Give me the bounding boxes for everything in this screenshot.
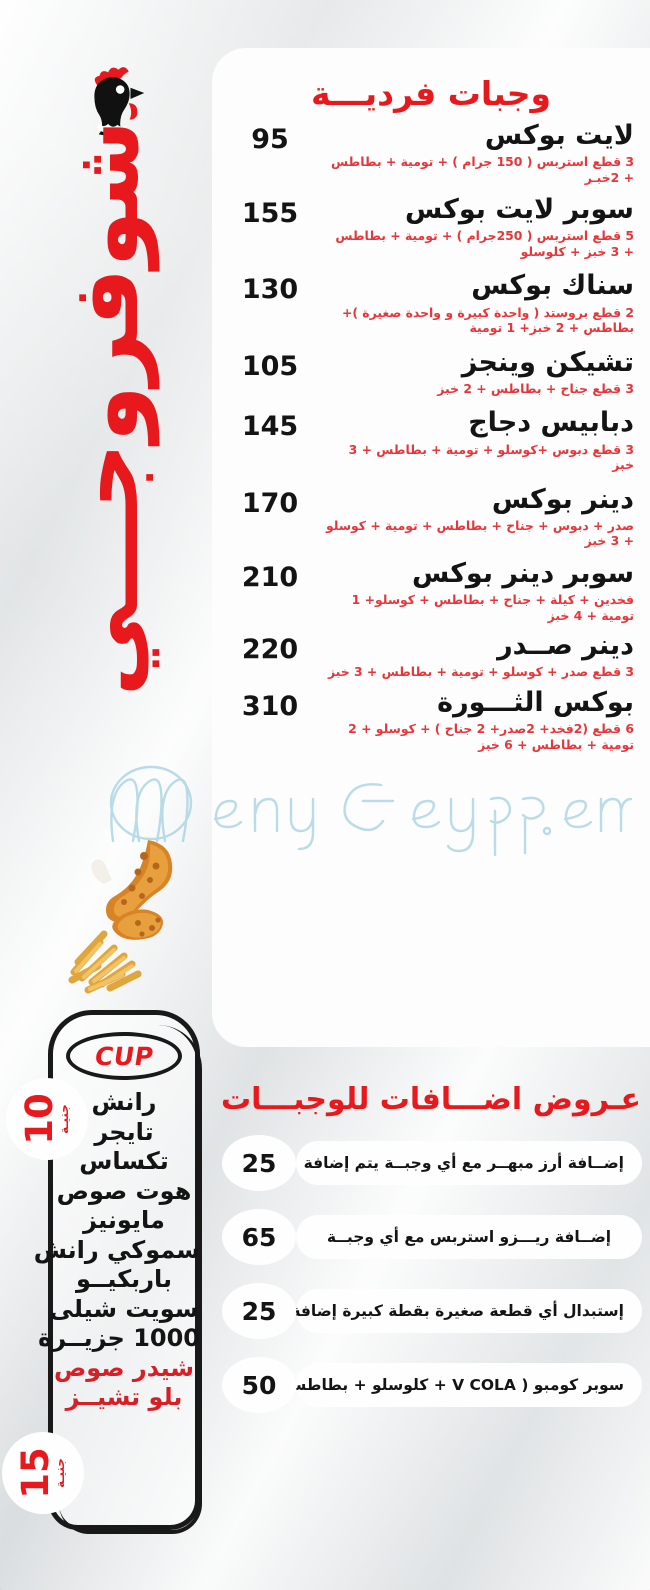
- cup-label-badge: CUP: [66, 1032, 182, 1080]
- meal-name: لايت بوكس: [484, 120, 634, 151]
- sauce-item: مايونيز: [83, 1206, 165, 1235]
- meal-description: 3 قطع استربس ( 150 جرام ) + تومية + بطاط…: [331, 154, 634, 185]
- offer-price: 25: [222, 1135, 296, 1191]
- meal-price: 310: [241, 690, 299, 722]
- sauce-item: سويت شيلى: [49, 1294, 199, 1323]
- meal-texts: لايت بوكس 3 قطع استربس ( 150 جرام ) + توم…: [318, 120, 634, 185]
- price-badge-premium-currency: جنيـة: [53, 1458, 68, 1488]
- meal-description: 3 قطع دبوس +كوسلو + تومية + بطاطس + 3 خب…: [348, 441, 634, 473]
- sauce-item-premium: بلو تشيــز: [65, 1383, 183, 1412]
- meal-price: 170: [241, 487, 299, 519]
- meal-name: سناك بوكس: [471, 270, 634, 302]
- meal-row[interactable]: بوكس الثـــورة 6 قطع (2فخد+ 2صدر+ 2 جناح …: [212, 686, 650, 752]
- meal-row[interactable]: دينر بوكس صدر + دبوس + جناح + بطاطس + توم…: [212, 483, 650, 549]
- meal-row[interactable]: دينر صــدر 3 قطع صدر + كوسلو + تومية + بط…: [212, 630, 650, 680]
- offer-price: 65: [222, 1209, 296, 1265]
- price-badge-premium-amount: 15: [13, 1447, 57, 1499]
- sauce-item: رانش: [91, 1088, 157, 1116]
- offer-description: إضــافة ريـــزو استربس مع أي وجبــة: [296, 1214, 642, 1260]
- cup-label-text: CUP: [92, 1041, 156, 1071]
- price-badge-standard-amount: 10: [17, 1093, 61, 1145]
- brand-logo: شوفروجـــي: [10, 62, 210, 802]
- meal-row[interactable]: سوبر لايت بوكس 5 قطع استربس ( 250جرام ) +…: [212, 194, 650, 259]
- meal-name: دينر صــدر: [497, 630, 634, 662]
- sauce-item: سموكي رانش: [33, 1235, 200, 1264]
- meal-row[interactable]: دبابيس دجاج 3 قطع دبوس +كوسلو + تومية + ب…: [212, 408, 650, 472]
- meal-price: 220: [241, 634, 299, 666]
- offers-list: إضــافة أرز مبهــر مع أي وجبــة يتم إضاف…: [212, 1135, 650, 1413]
- meal-price: 105: [241, 350, 299, 382]
- meal-description: 2 قطع بروستد ( واحدة كبيرة و واحدة صغيرة…: [341, 304, 634, 336]
- meal-description: صدر + دبوس + جناح + بطاطس + تومية + كوسل…: [326, 517, 634, 549]
- meal-description: فخدين + كيلة + جناح + بطاطس + كوسلو+ 1 ت…: [351, 592, 634, 623]
- sauce-item: 1000 جزيــرة: [38, 1324, 200, 1353]
- meal-row[interactable]: سوبر دينر بوكس فخدين + كيلة + جناح + بطاط…: [212, 557, 650, 623]
- meal-name: تشيكن وينجز: [461, 346, 634, 378]
- sauce-item: تكساس: [79, 1147, 169, 1176]
- meal-price: 145: [241, 411, 299, 443]
- meal-texts: سناك بوكس 2 قطع بروستد ( واحدة كبيرة و وا…: [318, 271, 634, 335]
- sauce-item: هوت صوص: [56, 1176, 192, 1205]
- rooster-head-icon: [72, 62, 158, 148]
- meal-price: 210: [241, 561, 299, 593]
- sauces-list: رانش تايجر تكساس هوت صوص مايونيز سموكي رانش با…: [33, 1088, 200, 1413]
- meal-texts: بوكس الثـــورة 6 قطع (2فخد+ 2صدر+ 2 جناح …: [318, 686, 634, 752]
- meal-row[interactable]: لايت بوكس 3 قطع استربس ( 150 جرام ) + توم…: [212, 120, 650, 185]
- offer-description: إستبدال أي قطعة صغيرة بقطة كبيرة إضافة: [296, 1288, 642, 1334]
- meal-description: 3 قطع صدر + كوسلو + تومية + بطاطس + 3 خب…: [327, 664, 634, 680]
- meal-texts: سوبر دينر بوكس فخدين + كيلة + جناح + بطاط…: [318, 557, 634, 623]
- meal-price: 155: [241, 198, 299, 230]
- meal-price: 130: [241, 274, 299, 306]
- meal-name: دينر بوكس: [491, 483, 634, 515]
- meals-section-title: وجبات فرديـــة: [310, 74, 552, 113]
- price-badge-standard-currency: جنيـة: [57, 1104, 72, 1134]
- offers-section: عـروض اضـــافات للوجبـــات إضــافة أرز م…: [212, 1052, 650, 1482]
- meal-row[interactable]: سناك بوكس 2 قطع بروستد ( واحدة كبيرة و وا…: [212, 271, 650, 335]
- offer-row[interactable]: إضــافة أرز مبهــر مع أي وجبــة يتم إضاف…: [212, 1135, 650, 1191]
- offer-description: سوبر كومبو ( V COLA + كلوسلو + بطاطس ): [296, 1362, 642, 1408]
- offer-price: 50: [222, 1357, 296, 1413]
- meal-name: سوبر لايت بوكس: [405, 194, 634, 226]
- sauce-item: باربكيــو: [75, 1265, 173, 1294]
- price-badge-standard: 10 جنيـة: [6, 1078, 88, 1160]
- meal-texts: دينر بوكس صدر + دبوس + جناح + بطاطس + توم…: [318, 483, 634, 549]
- fried-chicken-image: [52, 822, 212, 997]
- brand-wordmark: شوفروجـــي: [52, 119, 159, 697]
- offer-price: 25: [222, 1283, 296, 1339]
- offers-section-title: عـروض اضـــافات للوجبـــات: [220, 1082, 642, 1117]
- meals-card: وجبات فرديـــة لايت بوكس 3 قطع استربس ( 1…: [212, 48, 650, 1047]
- meal-description: 3 قطع جناح + بطاطس + 2 خبز: [437, 380, 634, 396]
- offer-row[interactable]: إضــافة ريـــزو استربس مع أي وجبــة 65: [212, 1209, 650, 1265]
- meal-name: بوكس الثـــورة: [437, 686, 634, 718]
- meal-texts: دبابيس دجاج 3 قطع دبوس +كوسلو + تومية + ب…: [318, 408, 634, 472]
- price-badge-premium: 15 جنيـة: [2, 1432, 84, 1514]
- meals-list: لايت بوكس 3 قطع استربس ( 150 جرام ) + توم…: [212, 120, 650, 752]
- offer-row[interactable]: إستبدال أي قطعة صغيرة بقطة كبيرة إضافة 25: [212, 1283, 650, 1339]
- meal-texts: سوبر لايت بوكس 5 قطع استربس ( 250جرام ) +…: [318, 194, 634, 259]
- sauce-item: تايجر: [94, 1117, 154, 1146]
- offer-description: إضــافة أرز مبهــر مع أي وجبــة يتم إضاف…: [296, 1140, 642, 1186]
- meal-row[interactable]: تشيكن وينجز 3 قطع جناح + بطاطس + 2 خبز 105: [212, 346, 650, 397]
- meal-texts: تشيكن وينجز 3 قطع جناح + بطاطس + 2 خبز: [318, 346, 634, 397]
- meal-texts: دينر صــدر 3 قطع صدر + كوسلو + تومية + بط…: [318, 630, 634, 680]
- meal-name: سوبر دينر بوكس: [412, 557, 634, 589]
- meal-name: دبابيس دجاج: [468, 407, 634, 439]
- meal-description: 6 قطع (2فخد+ 2صدر+ 2 جناح ) + كوسلو + 2 …: [348, 721, 634, 752]
- meal-description: 5 قطع استربس ( 250جرام ) + تومية + بطاطس…: [335, 228, 634, 259]
- offer-row[interactable]: سوبر كومبو ( V COLA + كلوسلو + بطاطس )50: [212, 1357, 650, 1413]
- meal-price: 95: [251, 124, 289, 155]
- sauce-item-premium: شيدر صوص: [54, 1353, 194, 1382]
